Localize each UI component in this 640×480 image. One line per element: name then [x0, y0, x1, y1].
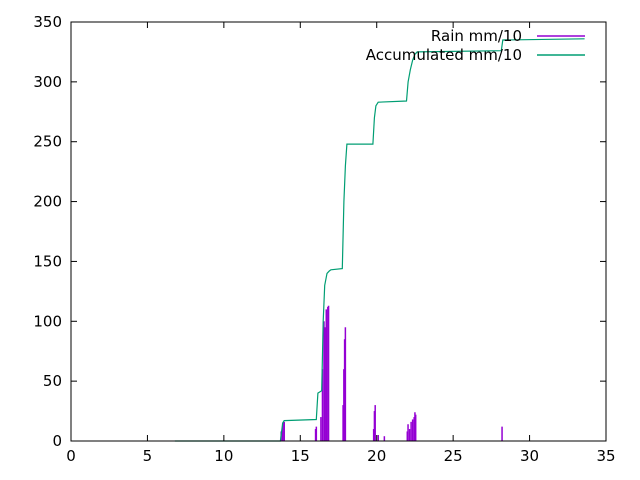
x-tick-label: 10 — [214, 447, 233, 465]
x-tick-label: 35 — [596, 447, 615, 465]
legend-label: Rain mm/10 — [431, 27, 522, 45]
y-tick-label: 100 — [33, 312, 62, 330]
x-tick-label: 15 — [291, 447, 310, 465]
rain-series — [280, 305, 503, 441]
x-tick-label: 25 — [444, 447, 463, 465]
accumulated-line — [174, 38, 585, 442]
y-tick-label: 250 — [33, 133, 62, 151]
y-tick-label: 300 — [33, 73, 62, 91]
y-tick-label: 200 — [33, 193, 62, 211]
plot-frame — [70, 21, 607, 442]
x-tick-label: 5 — [143, 447, 153, 465]
legend-label: Accumulated mm/10 — [366, 46, 522, 64]
y-tick-label: 150 — [33, 252, 62, 270]
y-tick-label: 50 — [43, 372, 62, 390]
y-tick-label: 0 — [52, 432, 62, 450]
x-tick-label: 20 — [367, 447, 386, 465]
y-tick-label: 350 — [33, 13, 62, 31]
x-tick-label: 0 — [66, 447, 76, 465]
x-tick-label: 30 — [520, 447, 539, 465]
plot-area — [174, 38, 585, 442]
